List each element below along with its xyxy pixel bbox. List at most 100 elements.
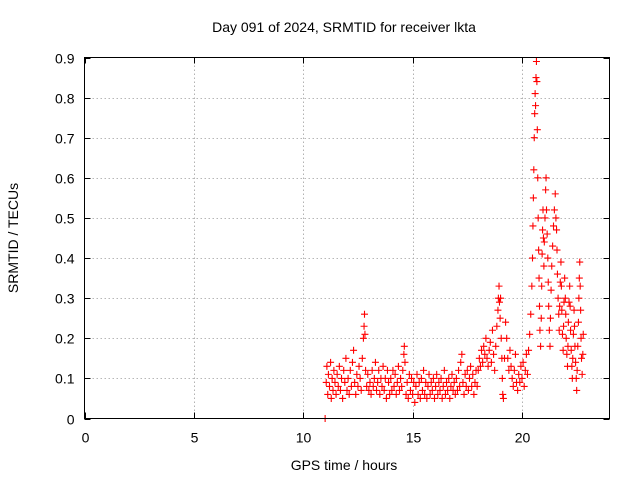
y-tick-label: 0.7 xyxy=(55,131,75,147)
chart-title: Day 091 of 2024, SRMTID for receiver lkt… xyxy=(212,19,476,35)
data-point xyxy=(447,382,455,390)
data-point xyxy=(572,358,580,366)
data-point xyxy=(545,326,553,334)
data-point xyxy=(351,378,359,386)
data-point xyxy=(402,390,410,398)
data-point xyxy=(567,326,575,334)
data-point xyxy=(531,110,539,118)
data-point xyxy=(540,262,548,270)
data-point xyxy=(529,194,537,202)
data-point xyxy=(389,366,397,374)
data-point xyxy=(516,378,524,386)
data-point xyxy=(574,318,582,326)
data-point xyxy=(485,346,493,354)
data-point xyxy=(576,258,584,266)
data-point xyxy=(543,206,550,214)
data-point xyxy=(331,378,339,386)
data-point xyxy=(529,222,537,230)
data-point xyxy=(547,286,555,294)
data-point xyxy=(495,298,503,306)
data-point xyxy=(397,374,405,382)
data-point xyxy=(557,258,565,266)
data-point xyxy=(369,382,377,390)
x-tick-label: 10 xyxy=(296,430,312,446)
data-point xyxy=(435,378,443,386)
data-point xyxy=(514,386,522,394)
data-point xyxy=(375,366,383,374)
data-point xyxy=(522,350,530,358)
data-point xyxy=(415,378,423,386)
data-point xyxy=(443,378,451,386)
y-tick-label: 0.5 xyxy=(55,211,75,227)
data-point xyxy=(507,362,515,370)
data-point xyxy=(571,322,578,330)
data-point xyxy=(561,274,569,282)
data-point xyxy=(545,302,553,310)
data-point xyxy=(530,134,538,142)
y-tick-label: 0.4 xyxy=(55,251,75,267)
data-point xyxy=(445,374,453,382)
data-point xyxy=(398,382,406,390)
data-point xyxy=(323,362,331,370)
data-point xyxy=(480,342,488,350)
data-point xyxy=(471,378,479,386)
data-point xyxy=(340,366,348,374)
data-point xyxy=(499,390,507,398)
data-point xyxy=(344,374,352,382)
data-point xyxy=(390,382,398,390)
data-point xyxy=(436,386,444,394)
data-point xyxy=(403,378,411,386)
data-point xyxy=(341,378,349,386)
data-point xyxy=(539,226,547,234)
data-point xyxy=(539,234,547,242)
data-point xyxy=(426,390,434,398)
data-point xyxy=(542,174,550,182)
data-point xyxy=(379,362,387,370)
data-point xyxy=(509,382,517,390)
data-point xyxy=(478,346,486,354)
data-point xyxy=(324,370,332,378)
data-point xyxy=(405,370,413,378)
data-point xyxy=(385,378,393,386)
data-point xyxy=(565,298,573,306)
data-point xyxy=(535,274,543,282)
data-point xyxy=(400,350,408,358)
data-point xyxy=(408,374,416,382)
data-point xyxy=(578,354,585,362)
y-axis-label: SRMTID / TECUs xyxy=(5,183,21,293)
data-point xyxy=(573,366,581,374)
data-point xyxy=(578,370,586,378)
data-point xyxy=(526,330,534,338)
data-point xyxy=(517,362,525,370)
data-point xyxy=(387,374,395,382)
data-point xyxy=(461,370,469,378)
data-point xyxy=(446,394,454,402)
data-point xyxy=(336,386,344,394)
data-point xyxy=(401,358,409,366)
data-point xyxy=(327,358,335,366)
x-tick-label: 15 xyxy=(406,430,422,446)
data-point xyxy=(439,382,447,390)
data-point xyxy=(541,214,549,222)
data-point xyxy=(466,374,473,382)
data-point xyxy=(392,390,400,398)
data-point xyxy=(542,186,550,194)
data-point xyxy=(370,374,378,382)
data-point xyxy=(352,390,360,398)
data-point xyxy=(418,386,426,394)
data-point xyxy=(343,386,351,394)
data-point xyxy=(388,386,396,394)
data-point xyxy=(459,378,467,386)
grid xyxy=(84,57,610,419)
data-point xyxy=(456,382,464,390)
data-point xyxy=(530,166,538,174)
data-point xyxy=(534,214,542,222)
data-point xyxy=(338,374,346,382)
data-point xyxy=(450,378,458,386)
data-point xyxy=(329,386,337,394)
data-point xyxy=(540,238,548,246)
y-tick-label: 0.6 xyxy=(55,171,75,187)
axis-ticks: 0 0.1 0.2 0.3 0.4 0.5 0.6 0.7 0.8 0.9 0 5 10 15 20 xyxy=(55,51,610,446)
y-tick-label: 0 xyxy=(67,412,75,428)
